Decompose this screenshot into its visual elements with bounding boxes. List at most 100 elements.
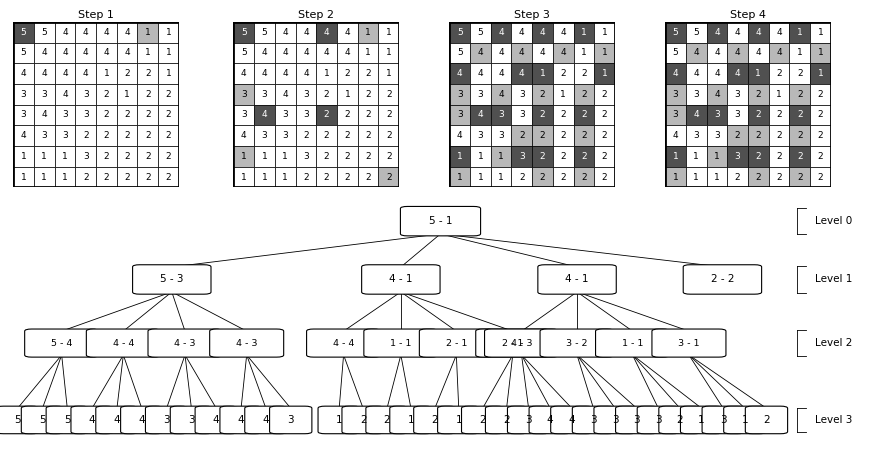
- Text: 2: 2: [818, 152, 823, 161]
- FancyBboxPatch shape: [537, 265, 617, 294]
- FancyBboxPatch shape: [389, 406, 432, 434]
- Bar: [727, 105, 748, 126]
- Bar: [116, 22, 137, 42]
- Bar: [358, 167, 379, 187]
- FancyBboxPatch shape: [680, 406, 722, 434]
- Bar: [707, 84, 727, 105]
- Text: 4: 4: [457, 69, 463, 78]
- Text: 3: 3: [83, 152, 89, 161]
- Text: 1: 1: [742, 415, 748, 425]
- Title: Step 1: Step 1: [78, 10, 114, 20]
- Bar: [337, 167, 358, 187]
- Bar: [553, 167, 574, 187]
- Text: 2: 2: [581, 69, 587, 78]
- Text: 3: 3: [303, 152, 309, 161]
- Text: 4: 4: [693, 69, 699, 78]
- Bar: [316, 42, 337, 63]
- Bar: [449, 42, 470, 63]
- Text: 3: 3: [20, 111, 26, 120]
- Text: 1: 1: [672, 152, 678, 161]
- Bar: [574, 126, 594, 146]
- Text: 2: 2: [735, 173, 740, 182]
- Text: 4: 4: [213, 415, 219, 425]
- Text: 2: 2: [303, 131, 308, 140]
- Text: 2: 2: [540, 111, 545, 120]
- Bar: [159, 63, 179, 84]
- Text: 1: 1: [714, 173, 720, 182]
- Text: 4: 4: [83, 69, 88, 78]
- Bar: [13, 105, 33, 126]
- Bar: [811, 42, 831, 63]
- Bar: [254, 146, 275, 167]
- Bar: [470, 146, 491, 167]
- Bar: [768, 126, 789, 146]
- Text: 3 - 1: 3 - 1: [678, 339, 700, 347]
- Text: 2: 2: [104, 131, 109, 140]
- Text: Level 1: Level 1: [815, 274, 852, 285]
- Bar: [707, 42, 727, 63]
- Bar: [748, 126, 768, 146]
- Text: 4: 4: [714, 90, 720, 99]
- Text: 1: 1: [241, 152, 247, 161]
- Bar: [76, 126, 96, 146]
- Bar: [358, 146, 379, 167]
- Bar: [768, 146, 789, 167]
- Text: 1: 1: [282, 152, 288, 161]
- Bar: [337, 42, 358, 63]
- Text: 4: 4: [714, 48, 720, 57]
- Bar: [379, 63, 399, 84]
- Bar: [159, 42, 179, 63]
- Text: 5: 5: [478, 27, 484, 37]
- Text: 3: 3: [83, 111, 89, 120]
- Text: 4: 4: [519, 27, 524, 37]
- Text: 2: 2: [756, 131, 761, 140]
- Bar: [76, 42, 96, 63]
- Text: 5: 5: [41, 27, 48, 37]
- Text: 4: 4: [776, 27, 781, 37]
- Text: 3: 3: [41, 131, 48, 140]
- Bar: [748, 42, 768, 63]
- Text: 1: 1: [755, 69, 761, 78]
- Text: 3: 3: [303, 111, 309, 120]
- Text: 1: 1: [262, 173, 268, 182]
- Bar: [768, 84, 789, 105]
- Bar: [491, 167, 511, 187]
- Text: 2: 2: [145, 90, 151, 99]
- Text: 2: 2: [166, 131, 171, 140]
- Bar: [685, 126, 707, 146]
- Text: 4: 4: [241, 69, 247, 78]
- Text: 2: 2: [519, 173, 524, 182]
- Text: 1: 1: [602, 69, 608, 78]
- Text: 2: 2: [145, 69, 151, 78]
- Text: 1: 1: [386, 69, 392, 78]
- Bar: [254, 167, 275, 187]
- Bar: [33, 42, 55, 63]
- FancyBboxPatch shape: [659, 406, 701, 434]
- FancyBboxPatch shape: [419, 329, 493, 357]
- Text: 3: 3: [478, 131, 484, 140]
- Bar: [449, 63, 470, 84]
- FancyBboxPatch shape: [245, 406, 287, 434]
- Bar: [275, 22, 296, 42]
- Text: 3: 3: [611, 415, 618, 425]
- Text: 3: 3: [456, 90, 463, 99]
- Text: 2: 2: [366, 173, 371, 182]
- Bar: [789, 167, 810, 187]
- Text: 2: 2: [366, 152, 371, 161]
- Bar: [532, 42, 553, 63]
- FancyBboxPatch shape: [220, 406, 263, 434]
- Text: 3: 3: [693, 131, 700, 140]
- Text: 1: 1: [166, 69, 172, 78]
- Text: 2: 2: [384, 415, 390, 425]
- FancyBboxPatch shape: [132, 265, 211, 294]
- Bar: [574, 42, 594, 63]
- Bar: [33, 167, 55, 187]
- Text: 3: 3: [241, 111, 247, 120]
- Text: 4: 4: [138, 415, 145, 425]
- Bar: [470, 22, 491, 42]
- Text: 1: 1: [20, 173, 26, 182]
- Text: 4: 4: [63, 69, 68, 78]
- Bar: [511, 22, 532, 42]
- Bar: [511, 146, 532, 167]
- Bar: [727, 22, 748, 42]
